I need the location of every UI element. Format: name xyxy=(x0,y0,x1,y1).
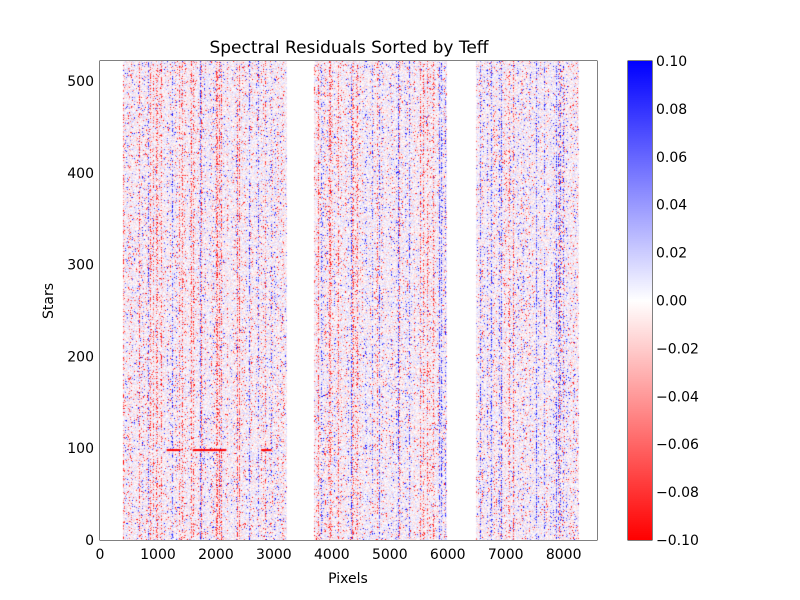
colorbar-gradient xyxy=(628,61,652,540)
x-tick-label-5: 5000 xyxy=(372,547,408,563)
y-tick-label-0: 0 xyxy=(85,533,94,549)
colorbar-tick-label-1: −0.08 xyxy=(656,485,699,501)
y-tick-label-1: 100 xyxy=(67,441,94,457)
colorbar-tick-label-10: 0.10 xyxy=(656,54,687,70)
colorbar-tick-label-0: −0.10 xyxy=(656,533,699,549)
x-axis-label: Pixels xyxy=(328,571,368,587)
colorbar-tick-label-6: 0.02 xyxy=(656,246,687,262)
x-tick-label-4: 4000 xyxy=(314,547,350,563)
x-tick-label-6: 6000 xyxy=(430,547,466,563)
colorbar-tick-label-8: 0.06 xyxy=(656,150,687,166)
colorbar: −0.10 −0.08 −0.06 −0.04 −0.02 0.00 0.02 0.04 0.0… xyxy=(627,54,699,549)
y-tick-label-2: 200 xyxy=(67,349,94,365)
x-tick-label-3: 3000 xyxy=(256,547,292,563)
colorbar-tick-label-7: 0.04 xyxy=(656,198,687,214)
colorbar-tick-label-4: −0.02 xyxy=(656,341,699,357)
colorbar-tick-label-2: −0.06 xyxy=(656,437,699,453)
chart-title: Spectral Residuals Sorted by Teff xyxy=(209,38,489,58)
y-tick-label-4: 400 xyxy=(67,166,94,182)
colorbar-tick-label-5: 0.00 xyxy=(656,294,687,310)
heatmap-image xyxy=(100,61,597,540)
x-tick-label-1: 1000 xyxy=(140,547,176,563)
x-tick-label-7: 7000 xyxy=(488,547,524,563)
y-tick-label-5: 500 xyxy=(67,74,94,90)
colorbar-tick-label-9: 0.08 xyxy=(656,102,687,118)
x-tick-label-2: 2000 xyxy=(198,547,234,563)
x-tick-label-8: 8000 xyxy=(546,547,582,563)
x-tick-label-0: 0 xyxy=(96,547,105,563)
y-tick-label-3: 300 xyxy=(67,258,94,274)
y-axis-label: Stars xyxy=(41,283,57,319)
colorbar-tick-label-3: −0.04 xyxy=(656,389,699,405)
